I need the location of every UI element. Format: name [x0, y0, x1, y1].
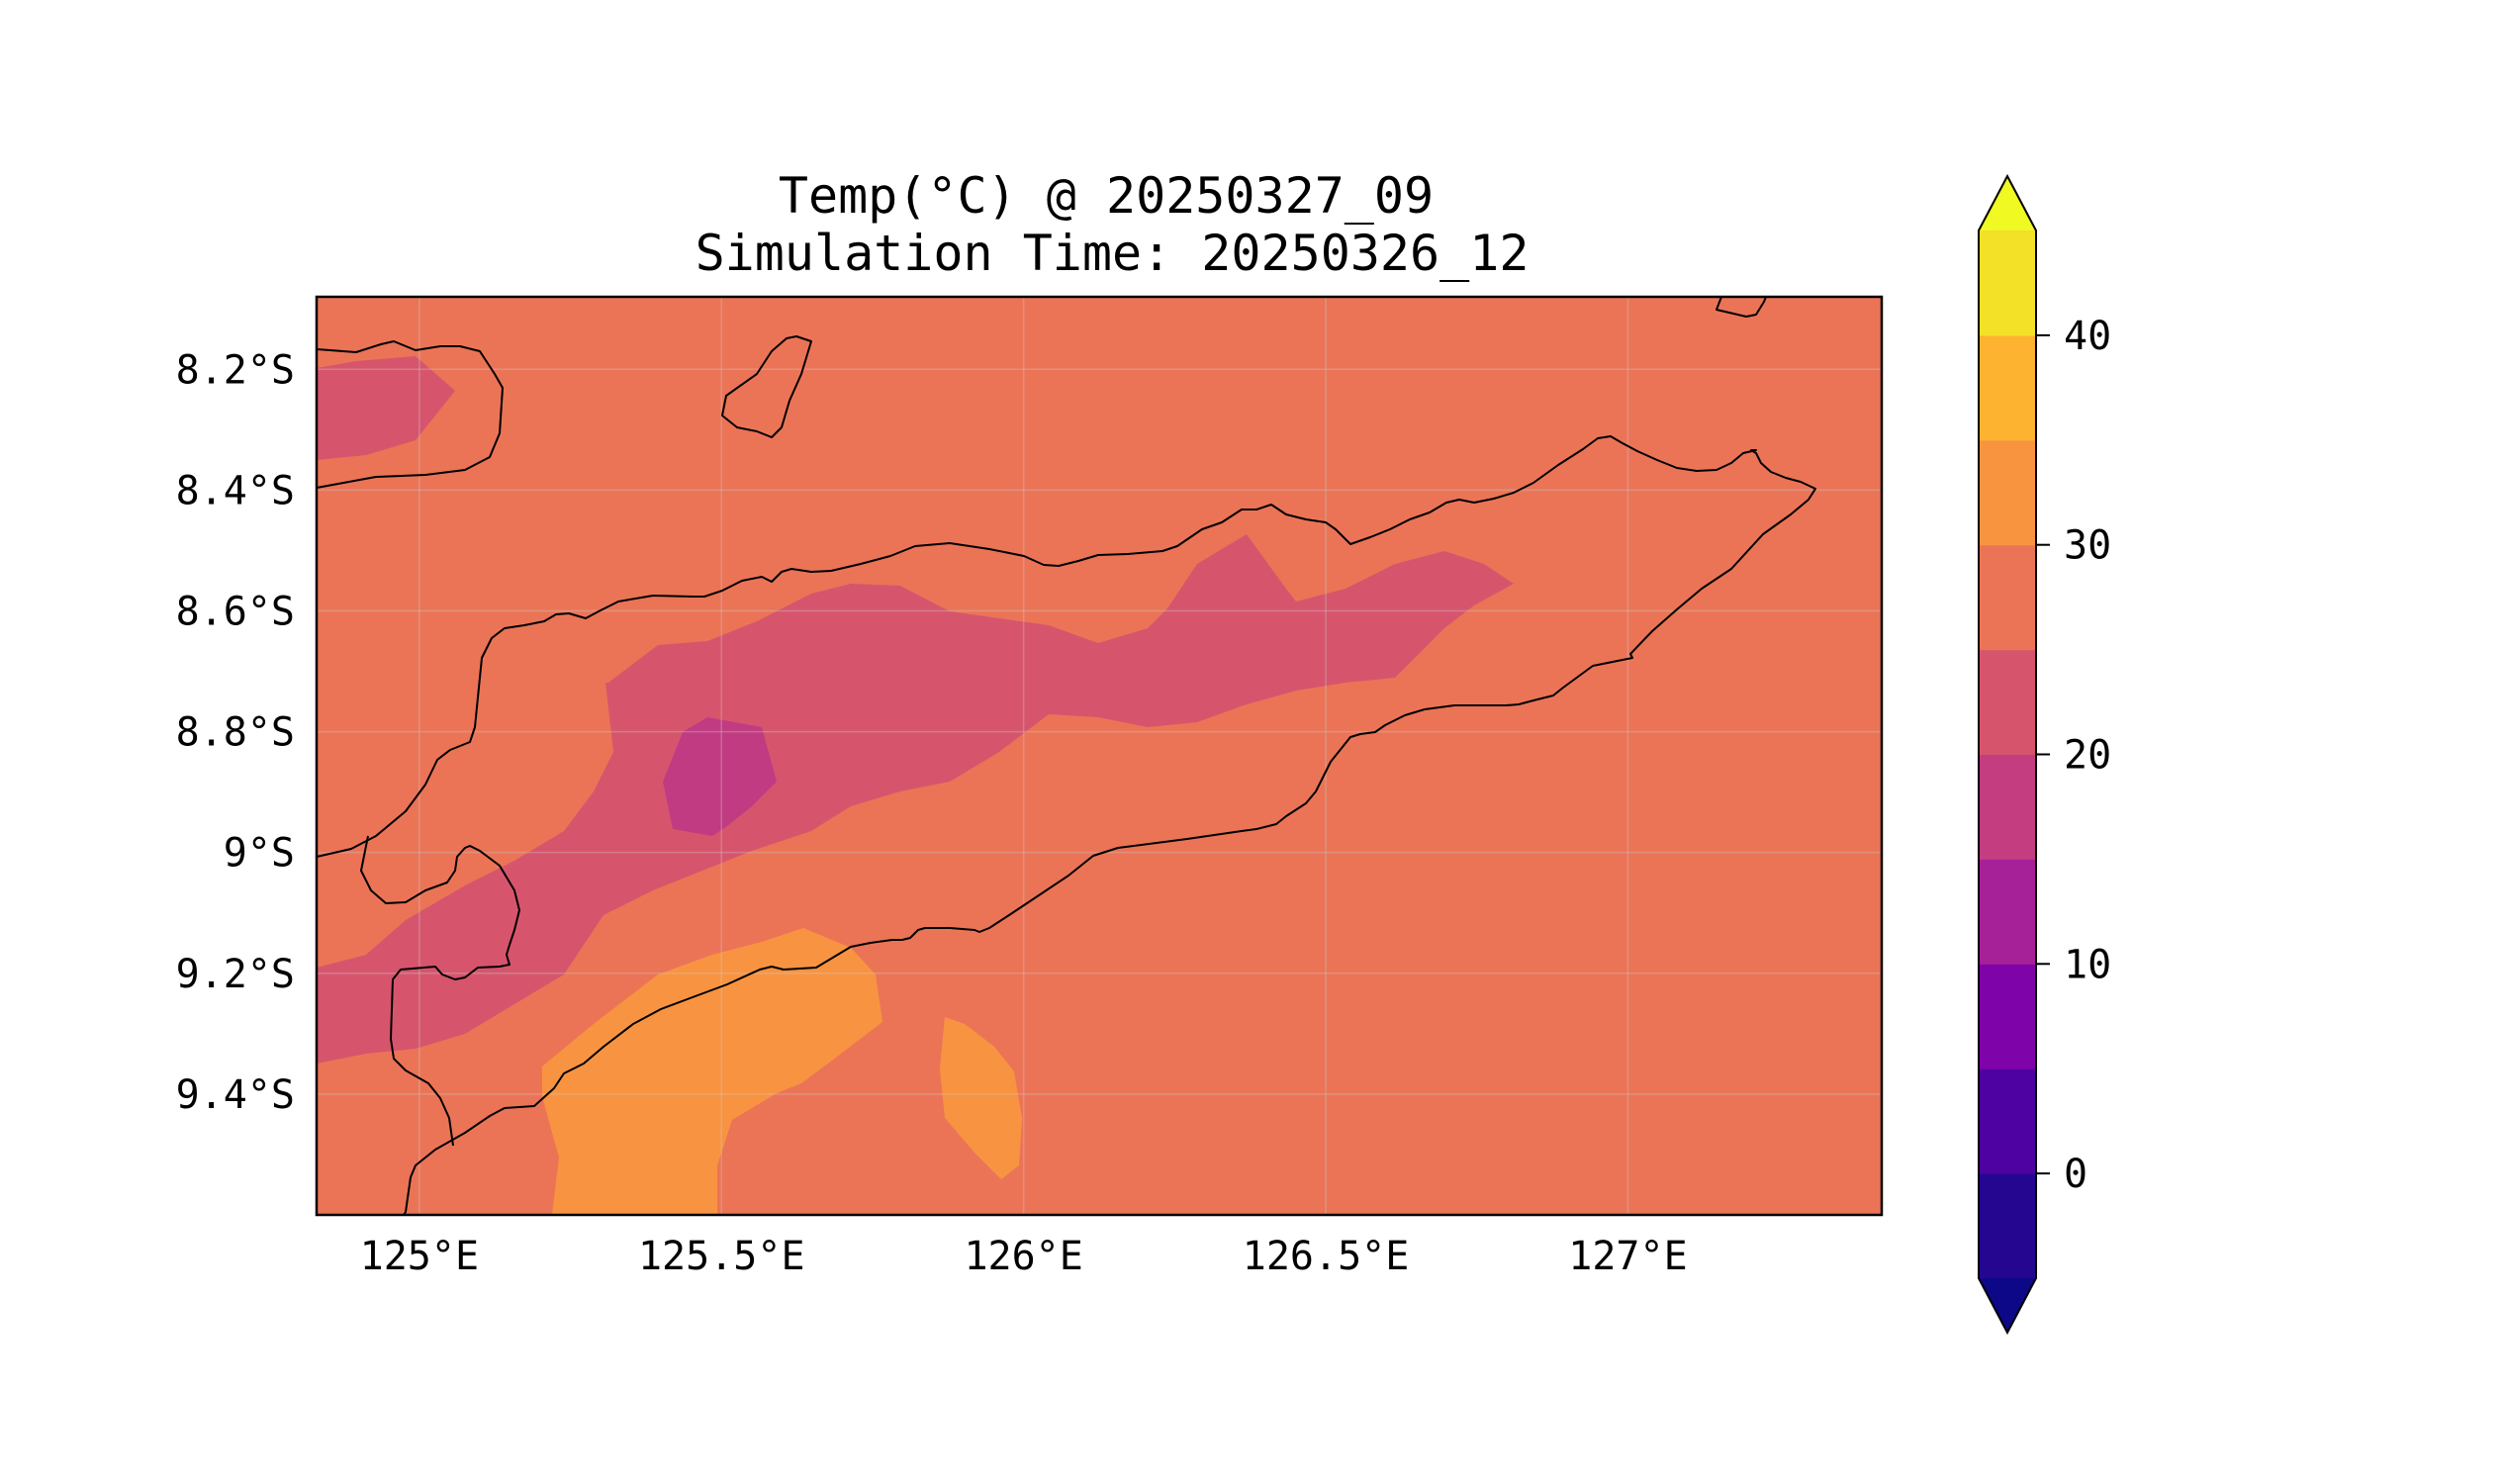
- temperature-region-15-20-core: [663, 717, 777, 836]
- colorbar-tick-label: 30: [2064, 523, 2111, 569]
- figure-title-line2: Simulation Time: 20250326_12: [696, 225, 1530, 282]
- colorbar-band: [1979, 859, 2036, 965]
- map-frame: [315, 295, 1884, 1217]
- map-gridlines: [317, 297, 1882, 1215]
- y-tick-label: 8.6°S: [176, 589, 295, 634]
- colorbar-band: [1979, 334, 2036, 441]
- x-tick-label: 126°E: [964, 1234, 1082, 1279]
- colorbar-over-arrow: [1979, 176, 2036, 231]
- map-area: [317, 297, 1882, 1215]
- colorbar-tick-label: 0: [2064, 1152, 2087, 1197]
- colorbar-outline: [1978, 173, 2037, 1336]
- temperature-region-30-35-south: [542, 928, 882, 1215]
- y-tick-label: 8.2°S: [176, 347, 295, 393]
- colorbar-band: [1979, 754, 2036, 860]
- temperature-region-20-25-northwest: [317, 356, 455, 460]
- colorbar-tick-label: 20: [2064, 733, 2111, 779]
- temperature-region-30-35-southeast: [940, 1017, 1022, 1179]
- colorbar-band: [1979, 649, 2036, 756]
- colorbar: 0 10 20 30 40: [1978, 173, 2111, 1336]
- colorbar-tick-label: 40: [2064, 314, 2111, 359]
- coastline-timor-main: [317, 435, 1816, 1215]
- x-tick-label: 125°E: [360, 1234, 479, 1279]
- y-tick-label: 9°S: [224, 831, 295, 877]
- y-tick-label: 9.4°S: [176, 1072, 295, 1118]
- y-tick-label: 8.4°S: [176, 468, 295, 513]
- coastline-west-coast: [360, 835, 520, 1147]
- y-tick-label: 9.2°S: [176, 952, 295, 997]
- figure-title-line1: Temp(°C) @ 20250327_09: [779, 167, 1434, 225]
- colorbar-band: [1979, 1068, 2036, 1174]
- latitude-axis: 8.2°S 8.4°S 8.6°S 8.8°S 9°S 9.2°S 9.4°S: [176, 347, 295, 1118]
- y-tick-label: 8.8°S: [176, 710, 295, 756]
- coastline-timor-north: [317, 340, 504, 489]
- colorbar-band: [1979, 1173, 2036, 1279]
- x-tick-label: 126.5°E: [1243, 1234, 1410, 1279]
- coastline-northeast-islet: [1716, 297, 1767, 318]
- colorbar-band: [1979, 964, 2036, 1069]
- coastline-atauro-island: [721, 335, 812, 438]
- colorbar-band: [1979, 231, 2036, 336]
- colorbar-under-arrow: [1979, 1278, 2036, 1333]
- temperature-region-20-25-central-band: [317, 534, 1514, 1064]
- colorbar-band: [1979, 439, 2036, 546]
- x-tick-label: 125.5°E: [638, 1234, 805, 1279]
- longitude-axis: 125°E 125.5°E 126°E 126.5°E 127°E: [360, 1234, 1688, 1279]
- colorbar-tick-label: 10: [2064, 942, 2111, 987]
- colorbar-band: [1979, 544, 2036, 651]
- x-tick-label: 127°E: [1568, 1234, 1687, 1279]
